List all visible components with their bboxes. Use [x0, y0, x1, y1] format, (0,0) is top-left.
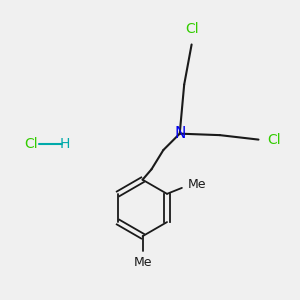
- Text: N: N: [174, 126, 185, 141]
- Text: Cl: Cl: [267, 133, 281, 147]
- Text: Cl: Cl: [24, 137, 38, 151]
- Text: Me: Me: [133, 256, 152, 268]
- Text: Me: Me: [188, 178, 206, 191]
- Text: H: H: [60, 137, 70, 151]
- Text: Cl: Cl: [185, 22, 198, 36]
